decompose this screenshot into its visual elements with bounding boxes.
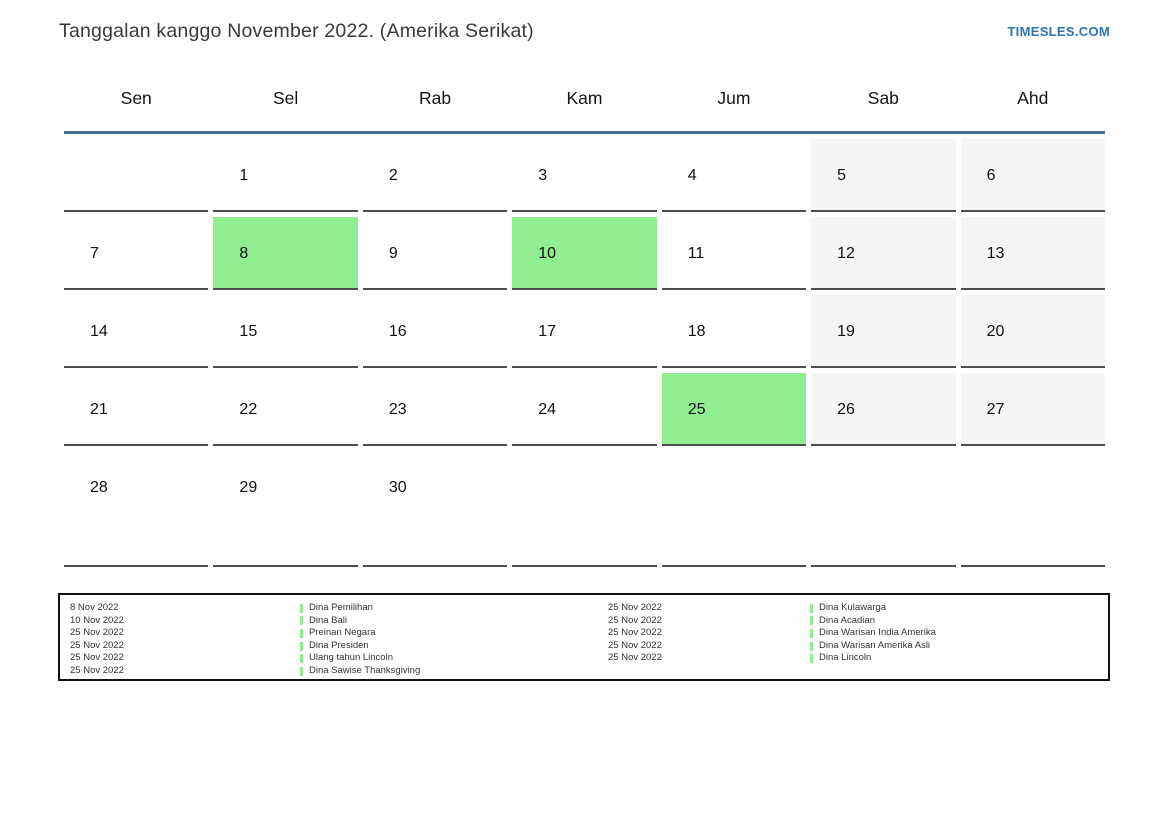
legend-event: Dina Sawise Thanksgiving (300, 665, 598, 678)
event-marker-icon (300, 616, 303, 626)
event-marker-icon (300, 654, 303, 664)
day-cell-empty (960, 451, 1105, 567)
brand-link[interactable]: TIMESLES.COM (1007, 24, 1110, 39)
weekday-header-row: Sen Sel Rab Kam Jum Sab Ahd (64, 84, 1105, 131)
legend-box: 8 Nov 2022 Dina Pemilihan 10 Nov 2022 Dina … (58, 593, 1110, 681)
event-marker-icon (810, 628, 813, 638)
legend-event: Preinan Negara (300, 627, 598, 640)
legend-left-column: 8 Nov 2022 Dina Pemilihan 10 Nov 2022 Dina … (60, 602, 598, 679)
legend-event-label: Dina Warisan Amerika Asli (819, 639, 931, 651)
event-marker-icon (300, 603, 303, 613)
day-cell-30: 30 (362, 451, 508, 567)
legend-event-label: Dina Bali (309, 614, 348, 626)
calendar-grid: 1 2 3 4 5 6 7 8 9 10 11 12 13 14 15 16 17 18 19 20 21 22 23 24 2… (64, 139, 1105, 567)
event-marker-icon (300, 628, 303, 638)
legend-event-label: Dina Pemilihan (309, 602, 373, 613)
legend-date: 25 Nov 2022 (608, 627, 662, 639)
legend-date: 25 Nov 2022 (70, 627, 124, 639)
day-cell-13: 13 (960, 217, 1105, 290)
legend-date: 25 Nov 2022 (608, 602, 662, 613)
day-cell-1: 1 (213, 139, 358, 212)
legend-event-label: Dina Acadian (819, 614, 875, 626)
day-cell-18: 18 (661, 295, 807, 368)
day-cell-15: 15 (213, 295, 358, 368)
legend-event: Dina Warisan Amerika Asli (810, 640, 1106, 653)
legend-event-label: Preinan Negara (309, 627, 376, 639)
legend-event: Dina Presiden (300, 640, 598, 653)
legend-date: 25 Nov 2022 (70, 639, 124, 651)
day-cell-28: 28 (64, 451, 209, 567)
day-cell-16: 16 (362, 295, 508, 368)
weekday-label-ahd: Ahd (1017, 88, 1049, 108)
page-title: Tanggalan kanggo November 2022. (Amerika… (59, 20, 534, 42)
legend-date: 25 Nov 2022 (70, 652, 124, 664)
event-marker-icon (810, 654, 813, 664)
day-cell-empty (64, 139, 209, 212)
day-cell-empty (512, 451, 657, 567)
day-cell-14: 14 (64, 295, 209, 368)
day-cell-21: 21 (64, 373, 209, 446)
legend-date: 10 Nov 2022 (70, 614, 124, 626)
day-cell-23: 23 (362, 373, 508, 446)
legend-right-column: 25 Nov 2022 Dina Kulawarga 25 Nov 2022 Dina… (598, 602, 1106, 679)
event-marker-icon (300, 666, 303, 676)
day-cell-17: 17 (512, 295, 657, 368)
day-cell-4: 4 (661, 139, 807, 212)
legend-date: 25 Nov 2022 (608, 614, 662, 626)
day-cell-empty (811, 451, 956, 567)
weekday-label-sel: Sel (272, 88, 299, 108)
legend-event: Dina Pemilihan (300, 602, 598, 615)
day-cell-8: 8 (213, 217, 358, 290)
legend-event-label: Dina Kulawarga (819, 602, 887, 613)
legend-event-label: Ulang tahun Lincoln (309, 652, 393, 664)
day-cell-12: 12 (811, 217, 956, 290)
calendar: Sen Sel Rab Kam Jum Sab Ahd 1 2 3 4 5 6 7 8 9 10 11 12 13 1… (64, 84, 1105, 567)
legend-event-label: Dina Sawise Thanksgiving (309, 664, 421, 676)
event-marker-icon (300, 641, 303, 651)
legend-date: 25 Nov 2022 (608, 639, 662, 651)
legend-event-label: Dina Presiden (309, 639, 369, 651)
day-cell-2: 2 (362, 139, 508, 212)
day-cell-9: 9 (362, 217, 508, 290)
day-cell-22: 22 (213, 373, 358, 446)
weekday-label-kam: Kam (566, 88, 603, 108)
legend-event: Dina Acadian (810, 615, 1106, 628)
day-cell-empty (661, 451, 807, 567)
day-cell-7: 7 (64, 217, 209, 290)
header-divider (64, 131, 1105, 134)
legend-event: Dina Lincoln (810, 652, 1106, 665)
day-cell-3: 3 (512, 139, 657, 212)
day-cell-25: 25 (661, 373, 807, 446)
legend-event: Dina Warisan India Amerika (810, 627, 1106, 640)
weekday-label-jum: Jum (717, 88, 751, 108)
day-cell-11: 11 (661, 217, 807, 290)
legend-date: 8 Nov 2022 (70, 602, 119, 613)
day-cell-27: 27 (960, 373, 1105, 446)
legend-event: Dina Kulawarga (810, 602, 1106, 615)
legend-event-label: Dina Lincoln (819, 652, 872, 664)
legend-date: 25 Nov 2022 (70, 664, 124, 676)
legend-date: 25 Nov 2022 (608, 652, 662, 664)
event-marker-icon (810, 616, 813, 626)
legend-event: Ulang tahun Lincoln (300, 652, 598, 665)
weekday-label-rab: Rab (419, 88, 452, 108)
day-cell-26: 26 (811, 373, 956, 446)
day-cell-19: 19 (811, 295, 956, 368)
event-marker-icon (810, 603, 813, 613)
event-marker-icon (810, 641, 813, 651)
weekday-label-sen: Sen (120, 88, 152, 108)
weekday-label-sab: Sab (867, 88, 899, 108)
day-cell-24: 24 (512, 373, 657, 446)
day-cell-5: 5 (811, 139, 956, 212)
legend-event-label: Dina Warisan India Amerika (819, 627, 936, 639)
day-cell-29: 29 (213, 451, 358, 567)
day-cell-10: 10 (512, 217, 657, 290)
day-cell-6: 6 (960, 139, 1105, 212)
day-cell-20: 20 (960, 295, 1105, 368)
legend-event: Dina Bali (300, 615, 598, 628)
